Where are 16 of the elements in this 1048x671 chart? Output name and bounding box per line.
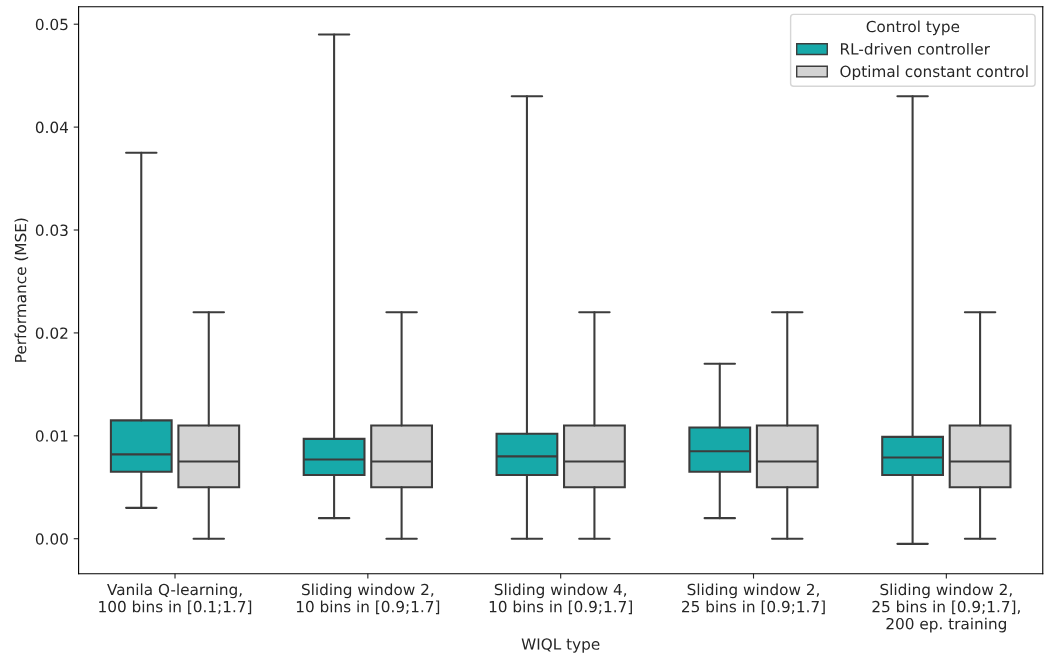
y-tick-label: 0.03 (35, 224, 68, 237)
y-tick-label: 0.01 (35, 430, 68, 442)
legend-label: RL-driven controller (840, 42, 990, 55)
y-tick-label: 0.02 (35, 327, 68, 339)
y-axis-title: Performance (MSE) (14, 218, 29, 362)
x-axis-title: WIQL type (521, 638, 600, 653)
x-tick-label: Sliding window 2, 25 bins in [0.9;1.7], 200 ep. training (872, 583, 1020, 633)
x-tick-label: Sliding window 2, 25 bins in [0.9;1.7] (682, 583, 825, 615)
legend-title: Control type (866, 20, 960, 36)
y-tick-label: 0.04 (35, 121, 69, 134)
x-tick-label: Vanila Q-learning, 100 bins in [0.1;1.7] (99, 583, 252, 615)
y-tick-label: 0.00 (35, 533, 68, 545)
x-tick-label: Sliding window 2, 10 bins in [0.9;1.7] (296, 583, 440, 615)
legend-label: Optimal constant control (840, 65, 1028, 81)
y-tick-label: 0.05 (35, 18, 68, 31)
x-tick-label: Sliding window 4, 10 bins in [0.9;1.7] (489, 583, 632, 615)
